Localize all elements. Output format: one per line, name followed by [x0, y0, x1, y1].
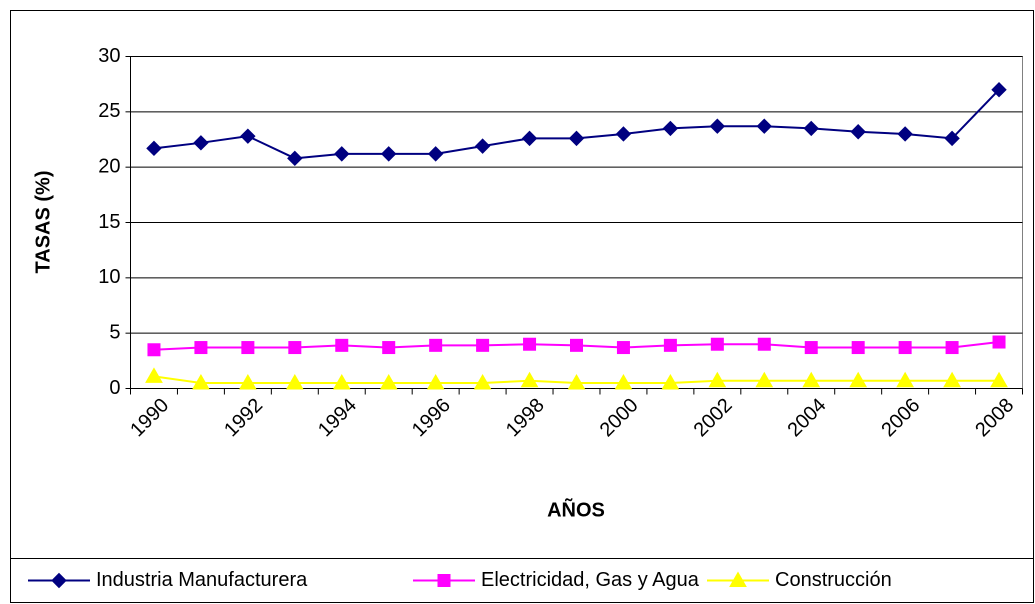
marker [473, 373, 492, 390]
marker [382, 341, 396, 355]
marker [570, 338, 583, 352]
marker [239, 373, 257, 390]
y-tick-label: 10 [98, 266, 120, 288]
marker [147, 343, 161, 357]
marker [192, 373, 210, 390]
marker [381, 146, 397, 162]
legend-label: Industria Manufacturera [96, 569, 308, 591]
marker [729, 571, 747, 587]
marker [437, 574, 451, 587]
marker [849, 371, 868, 388]
marker [334, 146, 350, 162]
marker [709, 118, 726, 134]
marker [945, 341, 959, 355]
marker [194, 341, 208, 355]
marker [755, 371, 774, 388]
marker [287, 150, 303, 167]
y-tick-label: 20 [98, 155, 120, 177]
y-axis-label: TASAS (%) [32, 171, 54, 274]
marker [896, 371, 914, 388]
marker [708, 371, 727, 388]
marker [851, 341, 865, 355]
marker [661, 373, 680, 390]
marker [426, 373, 445, 390]
marker [567, 373, 586, 390]
marker [756, 118, 772, 134]
marker [990, 371, 1008, 388]
y-tick-label: 15 [98, 211, 120, 233]
marker [193, 135, 209, 151]
marker [146, 140, 162, 157]
marker [241, 341, 255, 355]
marker [615, 126, 632, 142]
y-tick-label: 25 [98, 100, 120, 122]
marker [850, 124, 866, 140]
marker [614, 373, 633, 390]
legend-label: Electricidad, Gas y Agua [481, 569, 700, 591]
marker [285, 373, 304, 390]
y-tick-label: 5 [109, 321, 120, 343]
marker [802, 371, 821, 388]
marker [991, 81, 1007, 98]
marker [288, 341, 302, 355]
marker [51, 572, 67, 589]
marker [757, 337, 771, 351]
marker [804, 341, 818, 355]
marker [521, 130, 538, 147]
marker [944, 130, 960, 147]
marker [332, 373, 351, 390]
marker [240, 128, 256, 144]
marker [523, 337, 537, 351]
marker [429, 338, 443, 352]
marker [710, 337, 724, 351]
marker [379, 373, 398, 390]
marker [803, 120, 819, 137]
legend [10, 558, 1034, 603]
marker [335, 338, 349, 352]
marker [520, 371, 539, 388]
marker [898, 341, 912, 355]
marker [897, 126, 913, 142]
marker [663, 338, 677, 352]
legend-label: Construcción [775, 569, 892, 591]
marker [474, 138, 491, 154]
marker [662, 120, 679, 137]
marker [476, 338, 490, 352]
marker [568, 130, 585, 147]
marker [616, 341, 630, 355]
x-axis-label: AÑOS [547, 498, 605, 521]
marker [145, 367, 163, 383]
marker [943, 371, 961, 388]
y-tick-label: 0 [109, 377, 120, 399]
marker [992, 335, 1006, 349]
marker [427, 146, 444, 162]
y-tick-label: 30 [98, 45, 120, 67]
